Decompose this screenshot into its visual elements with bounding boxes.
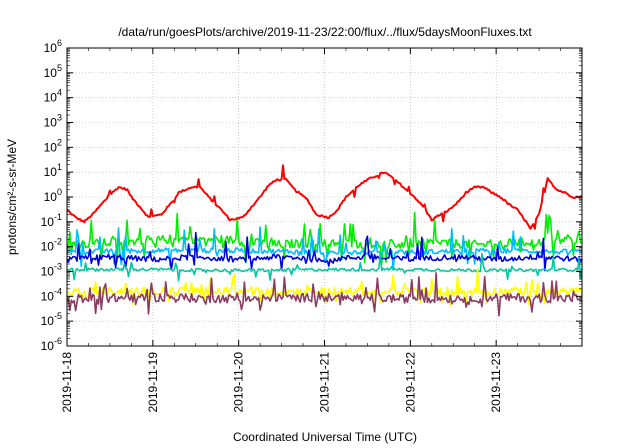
x-tick-label: 2019-11-19 <box>146 352 160 413</box>
y-tick-label: 10-2 <box>41 237 62 254</box>
series-line <box>66 272 583 317</box>
series-line <box>66 164 583 230</box>
x-tick-label: 2019-11-21 <box>318 352 332 413</box>
y-tick-label: 102 <box>44 137 62 154</box>
series-line <box>66 211 583 266</box>
x-tick-label: 2019-11-18 <box>60 352 74 413</box>
chart-title: /data/run/goesPlots/archive/2019-11-23/2… <box>118 25 532 39</box>
y-axis-label: protons/cm²-s-sr-MeV <box>5 139 19 255</box>
x-tick-label: 2019-11-22 <box>403 352 417 413</box>
y-tick-label: 101 <box>44 162 62 179</box>
grid <box>67 48 582 346</box>
y-tick-label: 10-6 <box>41 336 62 353</box>
y-tick-label: 103 <box>44 113 62 130</box>
y-tick-label: 10-4 <box>41 286 62 303</box>
x-axis-label: Coordinated Universal Time (UTC) <box>233 430 417 444</box>
x-tick-label: 2019-11-20 <box>232 352 246 413</box>
y-tick-label: 100 <box>44 187 62 204</box>
series-line <box>66 231 583 272</box>
y-tick-label: 106 <box>44 38 62 55</box>
plot-frame <box>66 47 583 347</box>
y-tick-label: 105 <box>44 63 62 80</box>
series-line <box>66 252 583 282</box>
y-tick-label: 10-3 <box>41 262 62 279</box>
x-tick-label: 2019-11-23 <box>489 352 503 413</box>
y-tick-label: 10-5 <box>41 311 62 328</box>
series-group <box>66 164 583 317</box>
y-tick-label: 104 <box>44 88 62 105</box>
y-tick-label: 10-1 <box>41 212 62 229</box>
